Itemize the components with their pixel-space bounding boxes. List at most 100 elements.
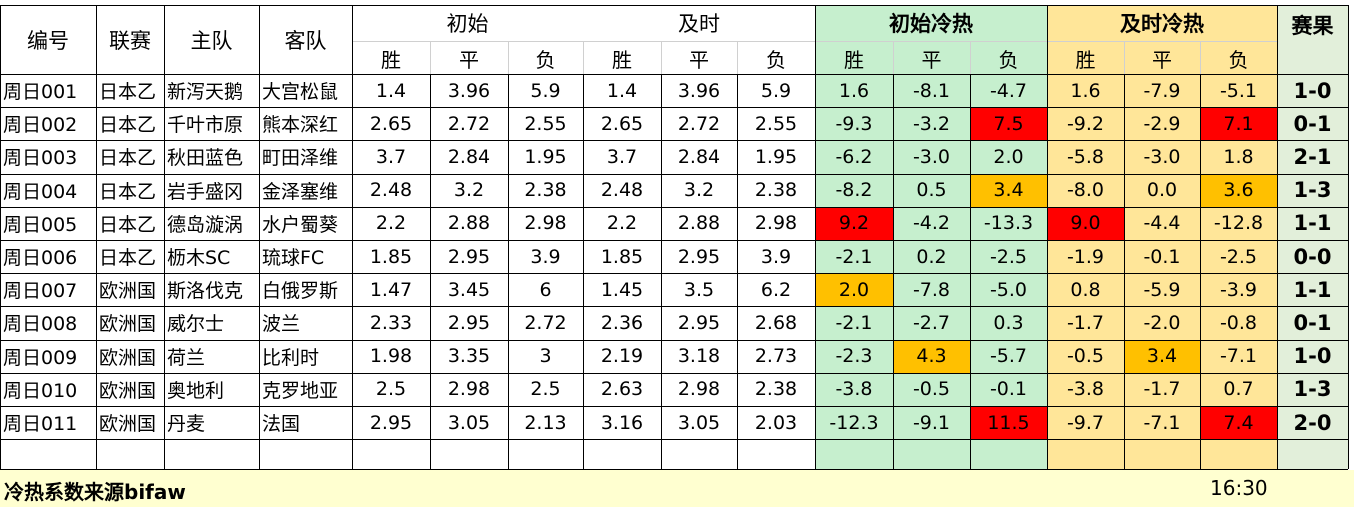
cell-j3: -2.5 bbox=[1219, 245, 1258, 268]
cell-league: 欧洲国 bbox=[99, 313, 157, 336]
cell-result: 2-0 bbox=[1293, 410, 1332, 435]
cell-away: 町田泽维 bbox=[262, 147, 339, 170]
cell-l3: 1.95 bbox=[754, 145, 798, 168]
cell-j2: -4.4 bbox=[1143, 212, 1181, 235]
cell-result: 0-1 bbox=[1293, 111, 1332, 136]
cell-l1: 2.63 bbox=[600, 378, 644, 401]
cell-h3: 2.0 bbox=[993, 145, 1024, 168]
cell-id: 周日001 bbox=[3, 81, 78, 104]
cell-j1: 9.0 bbox=[1070, 212, 1101, 235]
highlight-cell bbox=[1200, 406, 1277, 440]
cell-l2: 3.18 bbox=[677, 345, 721, 368]
grid-line bbox=[0, 5, 1348, 6]
cell-i1: 2.5 bbox=[375, 378, 407, 401]
cell-league: 日本乙 bbox=[99, 180, 157, 203]
highlight-cell bbox=[1200, 107, 1277, 141]
cell-i2: 2.72 bbox=[447, 112, 491, 135]
cell-l3: 6.2 bbox=[760, 278, 792, 301]
grid-line bbox=[164, 5, 165, 469]
cell-id: 周日010 bbox=[3, 379, 78, 402]
cell-i1: 2.95 bbox=[369, 411, 413, 434]
cell-home: 斯洛伐克 bbox=[167, 280, 244, 303]
subheader-win: 胜 bbox=[1075, 47, 1096, 72]
grid-line bbox=[0, 469, 1348, 470]
cell-id: 周日006 bbox=[3, 247, 78, 270]
cell-league: 欧洲国 bbox=[99, 346, 157, 369]
cell-j3: -3.9 bbox=[1219, 278, 1258, 301]
subheader-loss: 负 bbox=[998, 47, 1019, 72]
cell-l2: 3.2 bbox=[683, 179, 715, 202]
cell-i2: 2.98 bbox=[447, 378, 491, 401]
subheader-win: 胜 bbox=[612, 47, 632, 72]
grid-line bbox=[970, 74, 971, 469]
cell-result: 1-0 bbox=[1293, 78, 1332, 103]
cell-l2: 3.96 bbox=[677, 79, 721, 102]
cell-h1: -2.1 bbox=[835, 245, 873, 268]
grid-line bbox=[1124, 41, 1125, 74]
subheader-win: 胜 bbox=[381, 47, 401, 72]
cell-l1: 1.45 bbox=[600, 278, 644, 301]
cell-j1: -9.7 bbox=[1066, 411, 1105, 434]
cell-h3: -5.7 bbox=[989, 345, 1028, 368]
cell-j2: -5.9 bbox=[1143, 278, 1181, 301]
cell-j2: -7.1 bbox=[1143, 411, 1181, 434]
result-band bbox=[1277, 5, 1348, 470]
grid-line bbox=[508, 41, 509, 74]
cell-id: 周日009 bbox=[3, 346, 78, 369]
cell-league: 日本乙 bbox=[99, 114, 157, 137]
cell-j3: -0.8 bbox=[1219, 311, 1258, 334]
cell-league: 欧洲国 bbox=[99, 280, 157, 303]
cell-home: 奥地利 bbox=[167, 379, 225, 402]
cell-away: 波兰 bbox=[262, 313, 301, 336]
cell-h3: -2.5 bbox=[989, 245, 1028, 268]
cell-i2: 3.96 bbox=[447, 79, 491, 102]
grid-line bbox=[583, 74, 584, 469]
cell-l3: 2.98 bbox=[754, 212, 798, 235]
cell-home: 荷兰 bbox=[167, 346, 206, 369]
cell-h2: -9.1 bbox=[912, 411, 951, 434]
grid-line bbox=[661, 41, 662, 74]
cell-l1: 1.4 bbox=[606, 79, 638, 102]
cell-j2: -2.9 bbox=[1143, 112, 1181, 135]
cell-l2: 2.95 bbox=[677, 311, 721, 334]
cell-result: 2-1 bbox=[1293, 144, 1332, 169]
cell-l1: 1.85 bbox=[600, 245, 644, 268]
grid-line bbox=[0, 339, 1348, 341]
grid-line bbox=[0, 406, 1348, 407]
cell-j3: 7.1 bbox=[1223, 112, 1254, 135]
header-live: 及时 bbox=[678, 12, 720, 36]
cell-l3: 5.9 bbox=[760, 79, 792, 102]
cell-h2: -8.1 bbox=[912, 79, 951, 102]
grid-line bbox=[0, 206, 1348, 208]
cell-h2: -3.0 bbox=[912, 145, 951, 168]
cell-id: 周日003 bbox=[3, 147, 78, 170]
grid-line bbox=[1277, 5, 1278, 469]
grid-line bbox=[661, 74, 662, 469]
cell-l3: 2.68 bbox=[754, 311, 798, 334]
cell-l1: 2.65 bbox=[600, 112, 644, 135]
header-live-heat: 及时冷热 bbox=[1120, 12, 1204, 36]
cell-h2: -2.7 bbox=[912, 311, 951, 334]
cell-l3: 2.38 bbox=[754, 378, 798, 401]
cell-h3: 0.3 bbox=[993, 311, 1024, 334]
header-id: 编号 bbox=[27, 28, 69, 53]
grid-line bbox=[0, 173, 1348, 175]
grid-line bbox=[737, 74, 738, 469]
cell-h3: 7.5 bbox=[993, 112, 1024, 135]
cell-i1: 1.98 bbox=[369, 345, 413, 368]
subheader-draw: 平 bbox=[1152, 47, 1172, 72]
cell-l1: 2.19 bbox=[600, 345, 644, 368]
grid-line bbox=[430, 41, 431, 74]
subheader-win: 胜 bbox=[844, 47, 864, 72]
cell-j2: -2.0 bbox=[1143, 311, 1181, 334]
grid-line bbox=[583, 41, 584, 74]
cell-i2: 3.35 bbox=[447, 345, 491, 368]
cell-j3: -7.1 bbox=[1219, 345, 1258, 368]
cell-j1: -3.8 bbox=[1066, 378, 1105, 401]
cell-i2: 2.95 bbox=[447, 311, 491, 334]
cell-l3: 2.73 bbox=[754, 345, 798, 368]
cell-away: 熊本深红 bbox=[262, 114, 339, 137]
cell-i1: 1.85 bbox=[369, 245, 413, 268]
cell-h3: 3.4 bbox=[993, 179, 1024, 202]
cell-away: 水户蜀葵 bbox=[262, 213, 339, 236]
